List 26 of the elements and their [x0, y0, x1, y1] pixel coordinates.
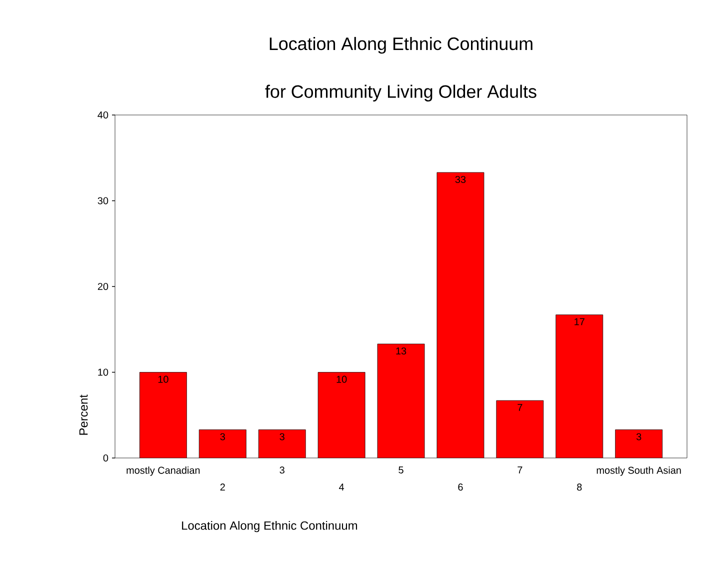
y-axis-title: Percent: [79, 394, 88, 435]
data-label: 33: [455, 176, 466, 184]
x-tick-label: 2: [220, 484, 225, 491]
data-label: 7: [518, 404, 522, 411]
x-tick-label: 3: [280, 466, 284, 474]
data-label: 3: [220, 433, 225, 440]
chart-title: Location Along Ethnic Continuum for Community Living Older Adults: [265, 36, 536, 102]
y-tick-label: 0: [103, 454, 108, 462]
data-label: 3: [280, 433, 284, 440]
x-axis-title: Location Along Ethnic Continuum: [182, 521, 358, 532]
x-tick-label: mostly Canadian: [126, 466, 200, 476]
y-tick-label: 10: [98, 368, 108, 376]
data-label: 10: [336, 376, 347, 383]
data-label: 13: [396, 347, 406, 355]
y-tick-label: 30: [98, 197, 108, 204]
y-tick-label: 40: [98, 111, 108, 119]
y-tick-label: 20: [98, 282, 108, 290]
x-tick-label: 8: [577, 484, 582, 491]
x-tick-label: 5: [398, 466, 404, 474]
x-tick-label: 4: [339, 484, 344, 491]
x-tick-label: 6: [458, 484, 463, 491]
x-tick-label: 7: [518, 466, 522, 474]
data-label: 3: [636, 433, 642, 440]
data-label: 10: [158, 376, 168, 383]
x-tick-label: mostly South Asian: [596, 466, 681, 476]
data-label: 17: [574, 318, 584, 326]
